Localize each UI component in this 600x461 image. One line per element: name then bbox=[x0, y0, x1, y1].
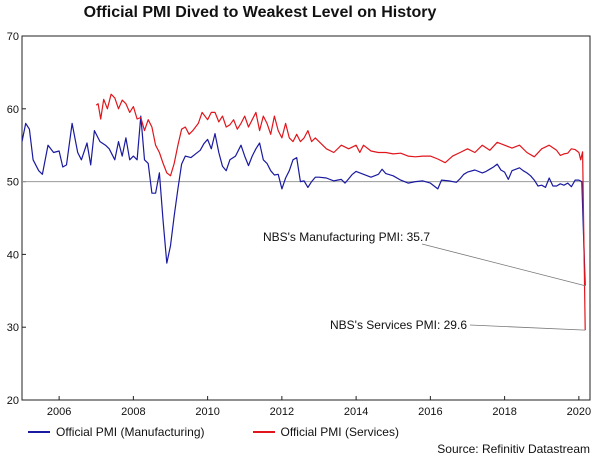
x-tick-label: 2006 bbox=[47, 406, 71, 418]
legend: Official PMI (Manufacturing) Official PM… bbox=[28, 425, 399, 439]
y-tick-label: 20 bbox=[7, 395, 19, 407]
x-tick-label: 2018 bbox=[492, 406, 516, 418]
source-note: Source: Refinitiv Datastream bbox=[437, 442, 590, 456]
x-tick-label: 2016 bbox=[418, 406, 442, 418]
annotation-manufacturing: NBS's Manufacturing PMI: 35.7 bbox=[263, 230, 430, 244]
x-tick-label: 2014 bbox=[344, 406, 368, 418]
y-tick-label: 60 bbox=[7, 104, 19, 116]
x-tick-label: 2012 bbox=[270, 406, 294, 418]
legend-label-services: Official PMI (Services) bbox=[280, 425, 399, 439]
plot-frame bbox=[21, 35, 591, 401]
series-line-services bbox=[95, 93, 586, 331]
annotation-leader-services bbox=[469, 324, 586, 331]
annotation-services: NBS's Services PMI: 29.6 bbox=[330, 318, 467, 332]
legend-label-manufacturing: Official PMI (Manufacturing) bbox=[56, 425, 205, 439]
x-tick-label: 2008 bbox=[121, 406, 145, 418]
y-tick-label: 50 bbox=[7, 177, 19, 189]
series-line-manufacturing bbox=[21, 115, 586, 286]
legend-swatch-services bbox=[252, 431, 275, 433]
x-tick-label: 2010 bbox=[195, 406, 219, 418]
annotation-leader-manufacturing bbox=[421, 243, 586, 287]
y-tick-label: 30 bbox=[7, 322, 19, 334]
chart-title: Official PMI Dived to Weakest Level on H… bbox=[83, 4, 437, 21]
legend-item-services: Official PMI (Services) bbox=[252, 425, 399, 439]
y-tick-label: 40 bbox=[7, 249, 19, 261]
y-tick-label: 70 bbox=[7, 31, 19, 43]
x-tick-label: 2020 bbox=[567, 406, 591, 418]
legend-item-manufacturing: Official PMI (Manufacturing) bbox=[28, 425, 205, 439]
legend-swatch-manufacturing bbox=[28, 431, 50, 433]
